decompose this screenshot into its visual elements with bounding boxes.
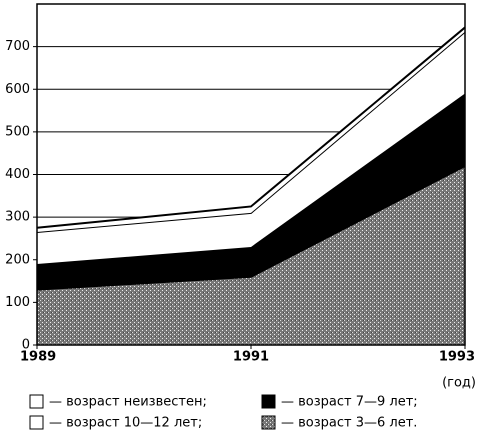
area [37, 165, 465, 345]
legend-label: — возраст неизвестен; [49, 395, 207, 410]
legend-label: — возраст 10—12 лет; [49, 416, 202, 431]
area [37, 93, 465, 290]
legend-label: — возраст 7—9 лет; [281, 395, 418, 410]
y-tick-label: 0 [22, 338, 30, 353]
y-tick-label: 300 [5, 210, 30, 225]
y-tick-label: 100 [5, 295, 30, 310]
area-edge [36, 26, 466, 229]
x-tick-label: 1989 [20, 350, 56, 365]
legend-swatch [29, 394, 44, 409]
area [37, 31, 465, 265]
y-tick-label: 500 [5, 124, 30, 139]
y-tick-label: 600 [5, 82, 30, 97]
legend-swatch [261, 415, 276, 430]
legend-label: — возраст 3—6 лет. [281, 416, 417, 431]
x-tick-label: 1991 [233, 350, 269, 365]
x-axis-label: (год) [442, 376, 476, 391]
legend-swatch [29, 415, 44, 430]
x-tick-label: 1993 [439, 350, 475, 365]
y-tick-label: 200 [5, 252, 30, 267]
legend-swatch [261, 394, 276, 409]
y-tick-label: 700 [5, 39, 30, 54]
y-tick-label: 400 [5, 167, 30, 182]
